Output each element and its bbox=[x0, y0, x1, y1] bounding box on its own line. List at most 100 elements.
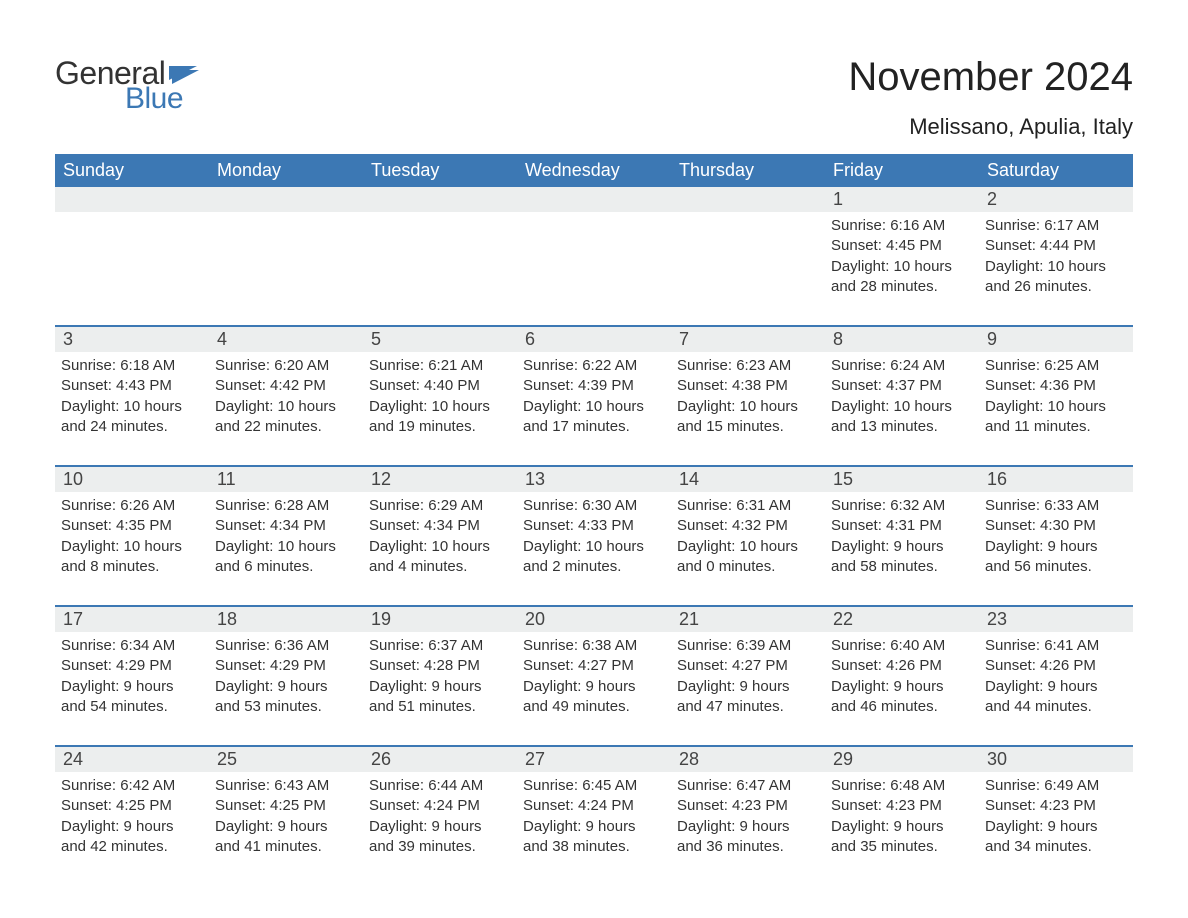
day-number: 29 bbox=[825, 747, 979, 772]
day-details: Sunrise: 6:42 AMSunset: 4:25 PMDaylight:… bbox=[61, 776, 203, 857]
day-number: 18 bbox=[209, 607, 363, 632]
day-daylight1: Daylight: 9 hours bbox=[523, 677, 665, 697]
day-details: Sunrise: 6:47 AMSunset: 4:23 PMDaylight:… bbox=[677, 776, 819, 857]
day-number: 27 bbox=[517, 747, 671, 772]
day-details: Sunrise: 6:37 AMSunset: 4:28 PMDaylight:… bbox=[369, 636, 511, 717]
day-sunrise: Sunrise: 6:20 AM bbox=[215, 356, 357, 376]
day-cell: 12Sunrise: 6:29 AMSunset: 4:34 PMDayligh… bbox=[363, 467, 517, 583]
day-daylight2: and 24 minutes. bbox=[61, 417, 203, 437]
day-cell: 28 Sunrise: 6:47 AMSunset: 4:23 PMDayligh… bbox=[671, 747, 825, 863]
brand-logo: General Blue bbox=[55, 55, 199, 116]
day-sunset: Sunset: 4:25 PM bbox=[61, 796, 203, 816]
day-cell: 18 Sunrise: 6:36 AMSunset: 4:29 PMDayligh… bbox=[209, 607, 363, 723]
month-title: November 2024 bbox=[848, 55, 1133, 100]
day-sunset: Sunset: 4:29 PM bbox=[215, 656, 357, 676]
day-daylight1: Daylight: 9 hours bbox=[61, 817, 203, 837]
day-cell: 25Sunrise: 6:43 AMSunset: 4:25 PMDayligh… bbox=[209, 747, 363, 863]
day-number: 3 bbox=[55, 327, 209, 352]
day-number: 2 bbox=[979, 187, 1133, 212]
day-number: 28 bbox=[671, 747, 825, 772]
day-number: 8 bbox=[825, 327, 979, 352]
weekday-header-cell: Saturday bbox=[979, 154, 1133, 187]
day-daylight1: Daylight: 9 hours bbox=[831, 817, 973, 837]
day-daylight2: and 6 minutes. bbox=[215, 557, 357, 577]
day-number: 19 bbox=[363, 607, 517, 632]
calendar: SundayMondayTuesdayWednesdayThursdayFrid… bbox=[55, 154, 1133, 863]
day-sunset: Sunset: 4:38 PM bbox=[677, 376, 819, 396]
brand-word-blue: Blue bbox=[125, 82, 183, 116]
empty-day-strip bbox=[363, 187, 517, 212]
day-sunrise: Sunrise: 6:29 AM bbox=[369, 496, 511, 516]
day-daylight2: and 42 minutes. bbox=[61, 837, 203, 857]
day-number: 17 bbox=[55, 607, 209, 632]
day-sunrise: Sunrise: 6:18 AM bbox=[61, 356, 203, 376]
day-daylight2: and 51 minutes. bbox=[369, 697, 511, 717]
day-daylight1: Daylight: 10 hours bbox=[677, 537, 819, 557]
day-details: Sunrise: 6:26 AMSunset: 4:35 PMDaylight:… bbox=[61, 496, 203, 577]
day-number: 14 bbox=[671, 467, 825, 492]
day-daylight1: Daylight: 9 hours bbox=[985, 677, 1127, 697]
day-cell: 8Sunrise: 6:24 AMSunset: 4:37 PMDaylight… bbox=[825, 327, 979, 443]
day-sunrise: Sunrise: 6:28 AM bbox=[215, 496, 357, 516]
week-row: 1Sunrise: 6:16 AMSunset: 4:45 PMDaylight… bbox=[55, 187, 1133, 303]
day-details: Sunrise: 6:30 AMSunset: 4:33 PMDaylight:… bbox=[523, 496, 665, 577]
day-daylight1: Daylight: 9 hours bbox=[369, 817, 511, 837]
day-daylight2: and 36 minutes. bbox=[677, 837, 819, 857]
day-sunset: Sunset: 4:36 PM bbox=[985, 376, 1127, 396]
day-cell: 11 Sunrise: 6:28 AMSunset: 4:34 PMDayligh… bbox=[209, 467, 363, 583]
day-sunset: Sunset: 4:26 PM bbox=[831, 656, 973, 676]
day-number: 11 bbox=[209, 467, 363, 492]
day-details: Sunrise: 6:32 AMSunset: 4:31 PMDaylight:… bbox=[831, 496, 973, 577]
day-details: Sunrise: 6:45 AMSunset: 4:24 PMDaylight:… bbox=[523, 776, 665, 857]
day-sunset: Sunset: 4:44 PM bbox=[985, 236, 1127, 256]
day-daylight1: Daylight: 10 hours bbox=[369, 397, 511, 417]
empty-day-cell bbox=[671, 187, 825, 303]
day-sunrise: Sunrise: 6:40 AM bbox=[831, 636, 973, 656]
day-sunset: Sunset: 4:42 PM bbox=[215, 376, 357, 396]
day-sunset: Sunset: 4:25 PM bbox=[215, 796, 357, 816]
day-sunrise: Sunrise: 6:31 AM bbox=[677, 496, 819, 516]
day-daylight2: and 19 minutes. bbox=[369, 417, 511, 437]
day-cell: 5Sunrise: 6:21 AMSunset: 4:40 PMDaylight… bbox=[363, 327, 517, 443]
day-details: Sunrise: 6:36 AMSunset: 4:29 PMDaylight:… bbox=[215, 636, 357, 717]
day-sunrise: Sunrise: 6:22 AM bbox=[523, 356, 665, 376]
day-daylight1: Daylight: 9 hours bbox=[215, 677, 357, 697]
day-details: Sunrise: 6:48 AMSunset: 4:23 PMDaylight:… bbox=[831, 776, 973, 857]
day-cell: 30Sunrise: 6:49 AMSunset: 4:23 PMDayligh… bbox=[979, 747, 1133, 863]
day-details: Sunrise: 6:39 AMSunset: 4:27 PMDaylight:… bbox=[677, 636, 819, 717]
empty-day-strip bbox=[517, 187, 671, 212]
day-daylight1: Daylight: 9 hours bbox=[677, 817, 819, 837]
day-cell: 15 Sunrise: 6:32 AMSunset: 4:31 PMDayligh… bbox=[825, 467, 979, 583]
day-details: Sunrise: 6:22 AMSunset: 4:39 PMDaylight:… bbox=[523, 356, 665, 437]
day-sunset: Sunset: 4:39 PM bbox=[523, 376, 665, 396]
day-cell: 7Sunrise: 6:23 AMSunset: 4:38 PMDaylight… bbox=[671, 327, 825, 443]
weekday-header-cell: Tuesday bbox=[363, 154, 517, 187]
day-daylight2: and 56 minutes. bbox=[985, 557, 1127, 577]
day-number: 21 bbox=[671, 607, 825, 632]
day-number: 9 bbox=[979, 327, 1133, 352]
day-sunrise: Sunrise: 6:36 AM bbox=[215, 636, 357, 656]
day-daylight2: and 58 minutes. bbox=[831, 557, 973, 577]
day-sunrise: Sunrise: 6:43 AM bbox=[215, 776, 357, 796]
day-sunrise: Sunrise: 6:38 AM bbox=[523, 636, 665, 656]
week-row: 24Sunrise: 6:42 AMSunset: 4:25 PMDayligh… bbox=[55, 745, 1133, 863]
header-row: General Blue November 2024 Melissano, Ap… bbox=[55, 55, 1133, 140]
day-daylight1: Daylight: 10 hours bbox=[215, 537, 357, 557]
day-cell: 6 Sunrise: 6:22 AMSunset: 4:39 PMDaylight… bbox=[517, 327, 671, 443]
day-daylight2: and 28 minutes. bbox=[831, 277, 973, 297]
day-sunrise: Sunrise: 6:33 AM bbox=[985, 496, 1127, 516]
day-details: Sunrise: 6:33 AMSunset: 4:30 PMDaylight:… bbox=[985, 496, 1127, 577]
day-details: Sunrise: 6:38 AMSunset: 4:27 PMDaylight:… bbox=[523, 636, 665, 717]
day-cell: 29 Sunrise: 6:48 AMSunset: 4:23 PMDayligh… bbox=[825, 747, 979, 863]
day-sunset: Sunset: 4:24 PM bbox=[369, 796, 511, 816]
day-number: 22 bbox=[825, 607, 979, 632]
day-daylight1: Daylight: 10 hours bbox=[215, 397, 357, 417]
day-sunrise: Sunrise: 6:45 AM bbox=[523, 776, 665, 796]
day-details: Sunrise: 6:25 AMSunset: 4:36 PMDaylight:… bbox=[985, 356, 1127, 437]
day-details: Sunrise: 6:17 AMSunset: 4:44 PMDaylight:… bbox=[985, 216, 1127, 297]
day-number: 6 bbox=[517, 327, 671, 352]
empty-day-strip bbox=[55, 187, 209, 212]
day-cell: 16Sunrise: 6:33 AMSunset: 4:30 PMDayligh… bbox=[979, 467, 1133, 583]
day-number: 15 bbox=[825, 467, 979, 492]
day-details: Sunrise: 6:28 AMSunset: 4:34 PMDaylight:… bbox=[215, 496, 357, 577]
